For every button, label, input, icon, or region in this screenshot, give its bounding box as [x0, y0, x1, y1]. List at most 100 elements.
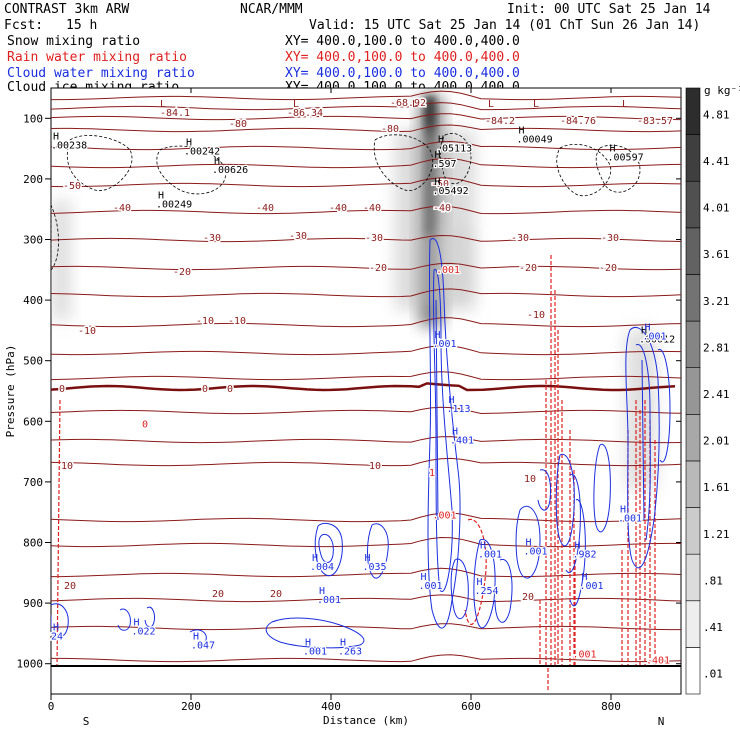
extremum-high-marker: H: [134, 618, 140, 629]
y-tick-label: 200: [23, 173, 43, 186]
valid-time: Valid: 15 UTC Sat 25 Jan 14 (01 ChT Sun …: [309, 18, 701, 33]
temperature-label: 20: [212, 589, 224, 600]
cloud-ice-contour: [595, 144, 641, 193]
cloud-ice-extrema-labels: H.00238 H.00242H.00626H.00249H.05113H.054…: [50, 126, 677, 347]
cloud-water-contour: [51, 603, 69, 638]
cloud-water-contour: [189, 629, 207, 643]
colorbar-segment: [685, 367, 701, 415]
rain-contour: [464, 518, 487, 625]
cloud-water-contour: [555, 453, 575, 547]
x-tick-label: 600: [461, 700, 481, 713]
extremum-high-marker: H: [435, 150, 441, 161]
x-tick-label: 200: [181, 700, 201, 713]
cloud-water-contour: [318, 533, 334, 563]
cloud-water-field-xy: XY= 400.0,100.0 to 400.0,400.0: [285, 66, 520, 81]
colorbar-unit: g kg⁻¹: [704, 84, 740, 97]
cloud-water-contour: [657, 348, 671, 463]
temperature-label: -20: [369, 263, 387, 274]
extremum-high-marker: H: [53, 622, 59, 633]
cloud-water-contour: [117, 608, 131, 631]
temperature-contour-line: [51, 177, 681, 188]
rain-extremum: .001: [573, 650, 597, 661]
colorbar-label: .01: [703, 668, 723, 681]
temperature-contour-line: [51, 317, 681, 328]
cloud-ice-contour: [66, 135, 133, 192]
colorbar-segment: [685, 460, 701, 508]
cloud-water-contour: [144, 606, 155, 628]
cloud-ice-contour: [156, 145, 226, 195]
low-marker: L: [533, 99, 539, 110]
cloud-water-contour: [565, 473, 581, 573]
colorbar-segment: [685, 320, 701, 368]
temperature-contour-line: [51, 512, 681, 523]
temperature-contour-line: [51, 234, 681, 243]
temperature-label: -20: [173, 267, 191, 278]
colorbar-segment: [685, 553, 701, 602]
temperature-contour-line: [51, 262, 681, 271]
temperature-contour-line: [51, 288, 681, 298]
rain-contour: [56, 399, 61, 666]
temperature-label: 20: [64, 581, 76, 592]
temperature-label: -30: [289, 231, 307, 242]
temperature-label: -40: [329, 203, 347, 214]
temperature-contour-line: [51, 654, 681, 663]
temperature-label: -30: [511, 233, 529, 244]
cloud-water-contour: [367, 523, 389, 579]
cloud-water-extremum: .001: [303, 647, 327, 658]
x-tick-label: 400: [321, 700, 341, 713]
extremum-high-marker: H: [340, 638, 346, 649]
rain-extrema-labels: 0 .001 .001 .001 .401 1: [141, 264, 672, 668]
extremum-high-marker: H: [519, 126, 525, 137]
temperature-contour-line: [51, 371, 681, 381]
temperature-contour-line: [51, 345, 681, 356]
temperature-label: 10: [524, 474, 536, 485]
temperature-label: 0: [202, 384, 208, 395]
extremum-high-marker: H: [186, 138, 192, 149]
temperature-label: 10: [369, 461, 381, 472]
temperature-label: -50: [63, 181, 81, 192]
colorbar-segment: [685, 647, 701, 695]
cloud-water-contour: [473, 538, 496, 629]
temperature-contour-line: [51, 140, 681, 151]
colorbar-label: 4.41: [703, 155, 730, 168]
extremum-high-marker: H: [620, 504, 626, 515]
temperature-label: -50: [431, 179, 449, 190]
temperature-label: -40: [256, 203, 274, 214]
temperature-label: -20: [519, 263, 537, 274]
colorbar-segment: [685, 507, 701, 555]
cloud-water-contour: [537, 469, 551, 511]
cloud-ice-extremum: .00238: [51, 141, 87, 152]
temperature-label: 0: [227, 384, 233, 395]
cloud-water-contour: [427, 238, 461, 629]
colorbar-segment: [685, 414, 701, 462]
extremum-high-marker: H: [305, 638, 311, 649]
temperature-label: -10: [196, 316, 214, 327]
extremum-high-marker: H: [53, 132, 59, 143]
temperature-label: -84.2: [485, 116, 515, 127]
y-tick-label: 400: [23, 294, 43, 307]
y-tick-label: 900: [23, 597, 43, 610]
colorbar-label: 4.81: [703, 108, 730, 121]
temperature-label: -84.76: [560, 116, 596, 127]
extremum-high-marker: H: [421, 572, 427, 583]
y-tick-label: 500: [23, 355, 43, 368]
cloud-ice-extremum: .05113: [436, 144, 472, 155]
cloud-water-contour: [593, 443, 611, 533]
north-label: N: [658, 715, 665, 728]
cloud-ice-contours: [51, 133, 641, 271]
temperature-contour-line: [51, 536, 681, 548]
colorbar-segment: [685, 180, 701, 229]
temperature-contour-labels: -84.1 -86.34 -68.92 -84.2 -84.76 -83.57 -80 -80…: [57, 97, 674, 605]
extremum-high-marker: H: [312, 553, 318, 564]
cloud-ice-extremum: .00012: [639, 335, 675, 346]
x-axis-label: Distance (km): [323, 714, 409, 727]
cloud-ice-contour: [373, 134, 434, 192]
temperature-label: -30: [601, 233, 619, 244]
colorbar-segment: [685, 227, 701, 275]
cloud-water-extremum: .263: [338, 647, 362, 658]
cloud-water-extremum: .254: [475, 586, 499, 597]
extremum-high-marker: H: [452, 427, 458, 438]
cloud-water-contour: [450, 558, 469, 620]
temperature-contours: [51, 90, 681, 663]
temperature-contour-line: [51, 124, 681, 133]
